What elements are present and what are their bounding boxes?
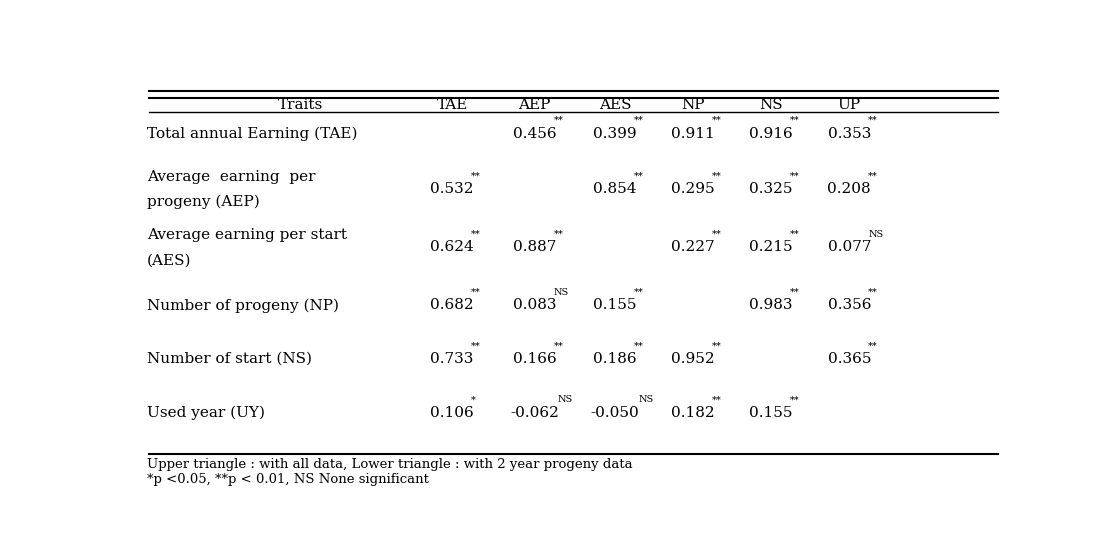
Text: **: ** — [790, 395, 800, 404]
Text: Traits: Traits — [278, 98, 323, 112]
Text: Number of start (NS): Number of start (NS) — [147, 352, 312, 366]
Text: 0.182: 0.182 — [671, 406, 715, 420]
Text: -0.050: -0.050 — [591, 406, 639, 420]
Text: 0.952: 0.952 — [671, 352, 715, 366]
Text: **: ** — [868, 116, 878, 125]
Text: **: ** — [471, 230, 481, 239]
Text: **: ** — [634, 172, 643, 181]
Text: **: ** — [790, 230, 800, 239]
Text: **: ** — [713, 116, 722, 125]
Text: Number of progeny (NP): Number of progeny (NP) — [147, 298, 339, 312]
Text: **: ** — [554, 230, 563, 239]
Text: Total annual Earning (TAE): Total annual Earning (TAE) — [147, 126, 357, 141]
Text: 0.227: 0.227 — [671, 240, 715, 254]
Text: NS: NS — [760, 98, 783, 112]
Text: 0.624: 0.624 — [430, 240, 474, 254]
Text: 0.325: 0.325 — [750, 182, 793, 196]
Text: UP: UP — [838, 98, 861, 112]
Text: **: ** — [868, 172, 878, 181]
Text: 0.916: 0.916 — [750, 127, 793, 141]
Text: NS: NS — [639, 395, 653, 404]
Text: **: ** — [790, 116, 800, 125]
Text: 0.155: 0.155 — [750, 406, 793, 420]
Text: (AES): (AES) — [147, 253, 191, 267]
Text: **: ** — [471, 288, 481, 297]
Text: Average  earning  per: Average earning per — [147, 170, 316, 184]
Text: 0.456: 0.456 — [513, 127, 556, 141]
Text: 0.166: 0.166 — [513, 352, 556, 366]
Text: **: ** — [713, 172, 722, 181]
Text: *: * — [471, 395, 476, 404]
Text: 0.532: 0.532 — [431, 182, 473, 196]
Text: 0.186: 0.186 — [593, 352, 637, 366]
Text: **: ** — [713, 230, 722, 239]
Text: 0.911: 0.911 — [671, 127, 715, 141]
Text: Average earning per start: Average earning per start — [147, 228, 347, 242]
Text: Used year (UY): Used year (UY) — [147, 406, 265, 420]
Text: 0.295: 0.295 — [671, 182, 715, 196]
Text: **: ** — [790, 172, 800, 181]
Text: AEP: AEP — [518, 98, 551, 112]
Text: NS: NS — [558, 395, 573, 404]
Text: **: ** — [471, 172, 481, 181]
Text: AES: AES — [599, 98, 631, 112]
Text: **: ** — [554, 116, 563, 125]
Text: 0.083: 0.083 — [513, 299, 556, 312]
Text: **: ** — [634, 341, 643, 350]
Text: **: ** — [634, 116, 643, 125]
Text: 0.682: 0.682 — [431, 299, 473, 312]
Text: **: ** — [554, 341, 563, 350]
Text: 0.733: 0.733 — [431, 352, 473, 366]
Text: NP: NP — [681, 98, 705, 112]
Text: 0.365: 0.365 — [828, 352, 871, 366]
Text: **: ** — [868, 288, 878, 297]
Text: 0.155: 0.155 — [593, 299, 637, 312]
Text: 0.106: 0.106 — [430, 406, 474, 420]
Text: 0.854: 0.854 — [593, 182, 637, 196]
Text: **: ** — [790, 288, 800, 297]
Text: TAE: TAE — [436, 98, 468, 112]
Text: **: ** — [713, 341, 722, 350]
Text: **: ** — [713, 395, 722, 404]
Text: *p <0.05, **p < 0.01, NS None significant: *p <0.05, **p < 0.01, NS None significan… — [147, 473, 429, 486]
Text: 0.077: 0.077 — [828, 240, 871, 254]
Text: 0.353: 0.353 — [828, 127, 871, 141]
Text: **: ** — [471, 341, 481, 350]
Text: Upper triangle : with all data, Lower triangle : with 2 year progeny data: Upper triangle : with all data, Lower tr… — [147, 458, 632, 471]
Text: **: ** — [634, 288, 643, 297]
Text: 0.983: 0.983 — [750, 299, 793, 312]
Text: NS: NS — [868, 230, 884, 239]
Text: NS: NS — [554, 288, 568, 297]
Text: 0.356: 0.356 — [828, 299, 871, 312]
Text: 0.208: 0.208 — [827, 182, 871, 196]
Text: 0.399: 0.399 — [593, 127, 637, 141]
Text: **: ** — [868, 341, 878, 350]
Text: progeny (AEP): progeny (AEP) — [147, 195, 260, 209]
Text: 0.887: 0.887 — [513, 240, 556, 254]
Text: -0.062: -0.062 — [510, 406, 558, 420]
Text: 0.215: 0.215 — [750, 240, 793, 254]
